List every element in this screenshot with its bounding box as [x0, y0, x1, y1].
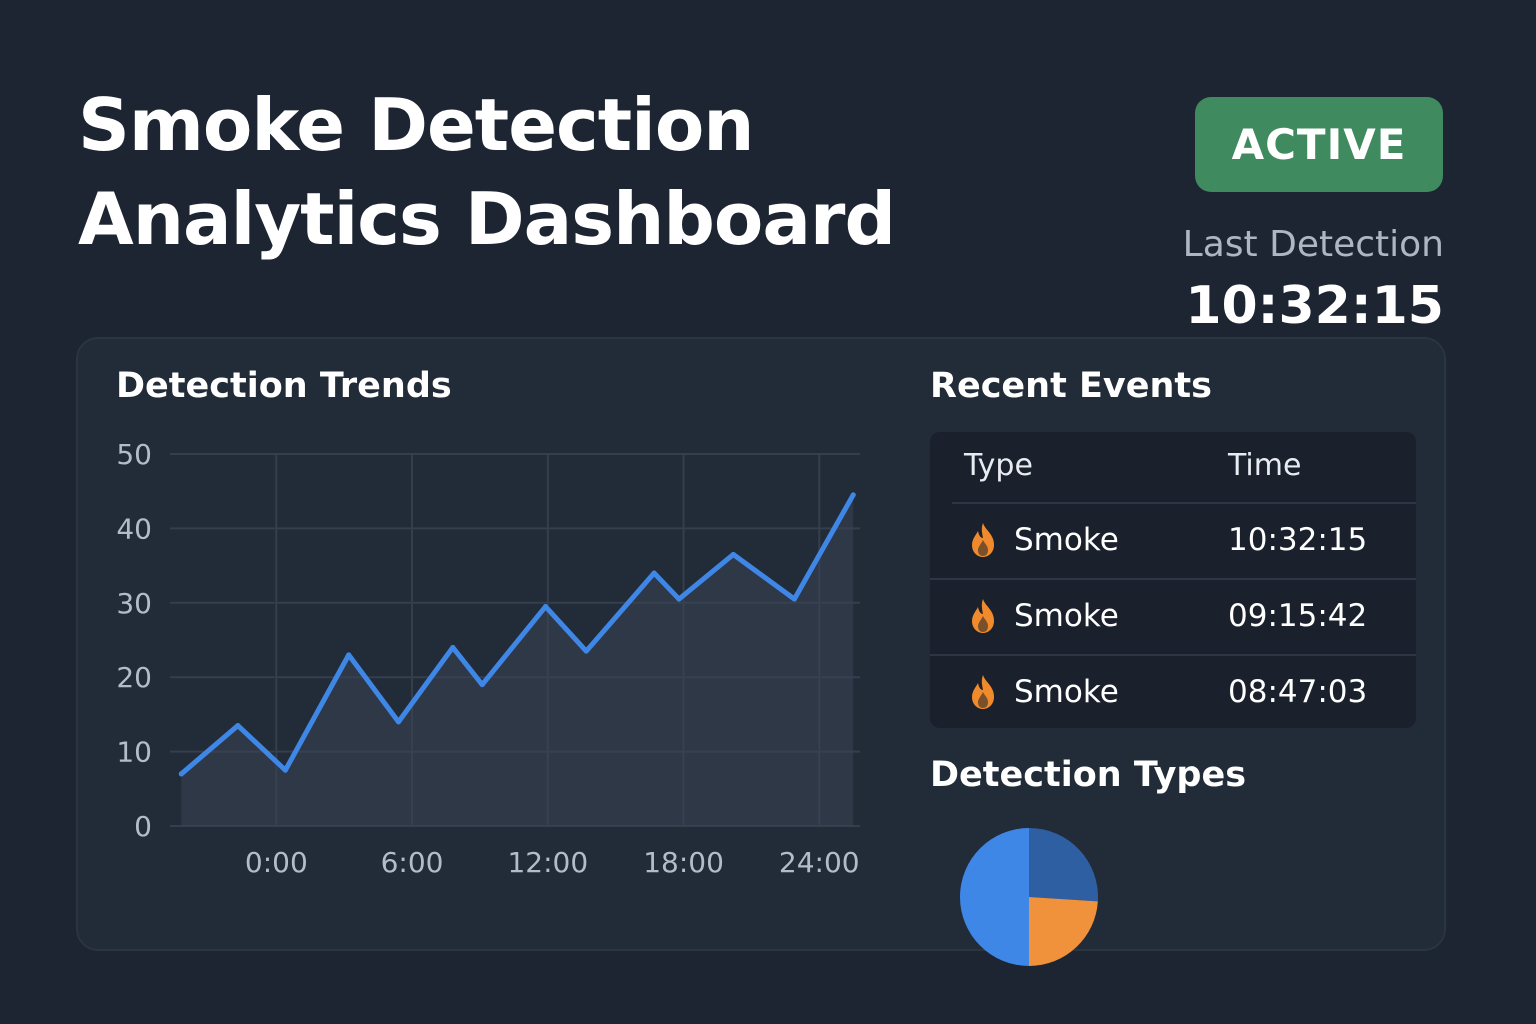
data-point [543, 604, 549, 610]
data-point [450, 644, 456, 650]
data-point [235, 723, 241, 729]
series-line [178, 492, 856, 777]
data-point [346, 652, 352, 658]
data-point [395, 719, 401, 725]
series-area [181, 494, 854, 826]
x-tick-label: 0:00 [245, 846, 308, 879]
event-time: 09:15:42 [1228, 598, 1368, 634]
y-tick-label: 10 [116, 736, 152, 769]
pie-slice [960, 828, 1029, 966]
recent-events-table: Type Time Smoke 10:32:15 Smoke 09:15:42 [930, 432, 1416, 728]
page-title: Smoke Detection Analytics Dashboard [78, 78, 896, 266]
table-row[interactable]: Smoke 09:15:42 [930, 580, 1416, 654]
y-tick-label: 50 [116, 438, 152, 471]
x-tick-label: 6:00 [381, 846, 444, 879]
y-tick-label: 30 [116, 587, 152, 620]
y-tick-label: 20 [116, 661, 152, 694]
events-table-header: Type Time [930, 432, 1416, 502]
data-point [178, 771, 184, 777]
pie-slice [1029, 828, 1098, 902]
x-tick-label: 18:00 [643, 846, 724, 879]
event-type: Smoke [1014, 522, 1119, 558]
flame-icon [972, 523, 994, 557]
y-tick-label: 0 [134, 810, 152, 843]
row-divider [930, 578, 1416, 580]
x-tick-label: 12:00 [507, 846, 588, 879]
flame-icon [972, 675, 994, 709]
detection-types-pie-chart [960, 828, 1098, 966]
data-point [282, 767, 288, 773]
data-point [651, 570, 657, 576]
event-type: Smoke [1014, 598, 1119, 634]
y-tick-label: 40 [116, 512, 152, 545]
event-time: 10:32:15 [1228, 522, 1368, 558]
status-badge: ACTIVE [1195, 97, 1443, 192]
event-type: Smoke [1014, 674, 1119, 710]
detection-trends-title: Detection Trends [116, 366, 452, 406]
table-row[interactable]: Smoke 10:32:15 [930, 504, 1416, 578]
flame-icon [972, 599, 994, 633]
data-point [676, 596, 682, 602]
data-point [850, 492, 856, 498]
page-title-line-1: Smoke Detection [78, 83, 755, 167]
data-point [479, 682, 485, 688]
recent-events-title: Recent Events [930, 366, 1212, 406]
row-divider [930, 654, 1416, 656]
detection-trends-chart: 0 10 20 30 40 50 0:00 6:00 12:00 18:00 24:00 [116, 438, 860, 879]
column-header-time: Time [1228, 448, 1302, 483]
data-point [730, 551, 736, 557]
event-time: 08:47:03 [1228, 674, 1368, 710]
data-point [583, 648, 589, 654]
x-tick-label: 24:00 [779, 846, 860, 879]
column-header-type: Type [964, 448, 1033, 483]
detection-types-title: Detection Types [930, 755, 1247, 795]
last-detection-time: 10:32:15 [1185, 276, 1444, 336]
data-point [791, 596, 797, 602]
header-divider [952, 502, 1416, 504]
table-row[interactable]: Smoke 08:47:03 [930, 656, 1416, 730]
last-detection-label: Last Detection [1182, 224, 1444, 265]
pie-slice [1029, 897, 1098, 966]
page-title-line-2: Analytics Dashboard [78, 177, 896, 261]
